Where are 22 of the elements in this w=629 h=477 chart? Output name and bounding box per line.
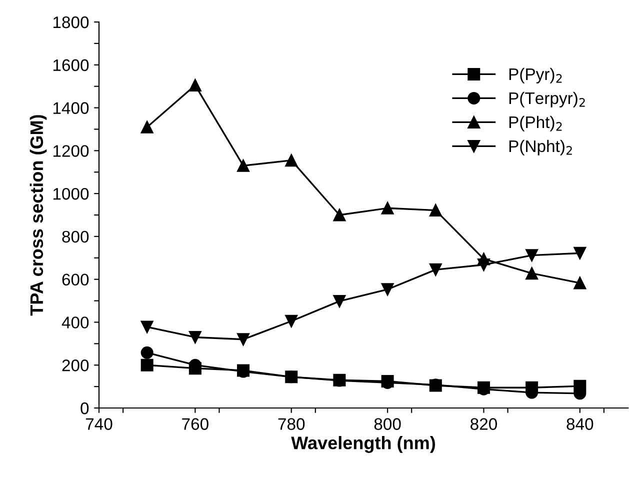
y-tick-label: 400 bbox=[62, 316, 89, 328]
x-tick-label: 820 bbox=[470, 418, 497, 430]
y-axis-title: TPA cross section (GM) bbox=[30, 115, 47, 316]
x-tick-label: 740 bbox=[86, 418, 112, 430]
y-tick-label: 1600 bbox=[53, 59, 89, 72]
y-tick-label: 200 bbox=[62, 360, 89, 372]
legend-label: P(Npht)$_{2}$ bbox=[509, 140, 572, 156]
x-tick-label: 800 bbox=[374, 418, 401, 430]
legend-label: P(Pht)$_{2}$ bbox=[509, 116, 562, 132]
y-tick-label: 1400 bbox=[53, 102, 89, 114]
x-tick-label: 840 bbox=[566, 418, 594, 430]
y-tick-label: 600 bbox=[62, 274, 89, 286]
x-axis-title: Wavelength (nm) bbox=[291, 436, 435, 453]
y-tick-label: 800 bbox=[62, 230, 89, 243]
y-tick-label: 1000 bbox=[53, 188, 89, 200]
y-tick-label: 1800 bbox=[53, 16, 89, 28]
legend-label: P(Terpyr)$_{2}$ bbox=[509, 92, 585, 108]
y-tick-label: 1200 bbox=[53, 145, 89, 157]
y-tick-label: 0 bbox=[80, 402, 89, 414]
x-tick-label: 760 bbox=[182, 418, 208, 430]
x-tick-label: 780 bbox=[278, 418, 305, 430]
legend-label: P(Pyr)$_{2}$ bbox=[509, 68, 562, 84]
